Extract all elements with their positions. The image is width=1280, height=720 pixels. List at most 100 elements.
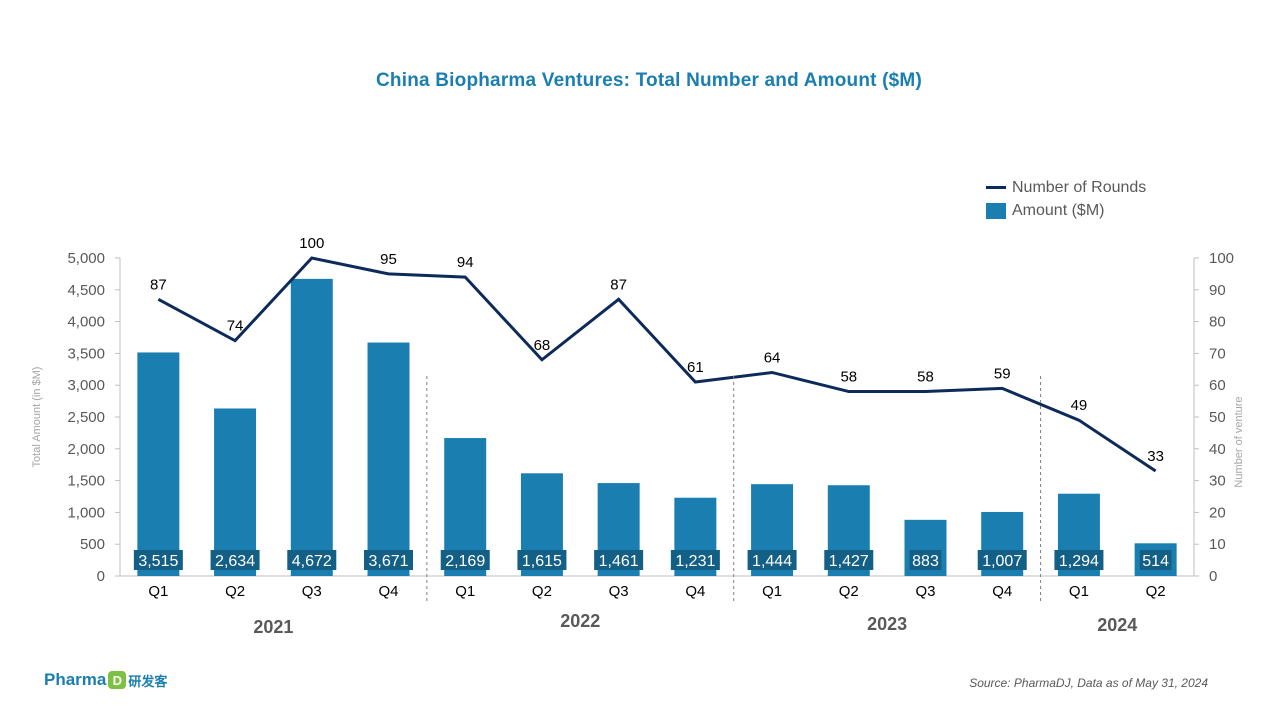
line-value-label: 87 — [150, 276, 167, 293]
line-value-label: 94 — [457, 254, 474, 271]
bar-label-box — [1054, 550, 1104, 570]
legend-bar-swatch — [986, 202, 1006, 219]
brand-logo: Pharma D 研发客 — [44, 670, 167, 690]
bar-value-label: 883 — [912, 553, 939, 570]
y2-tick-label: 60 — [1209, 377, 1226, 394]
line-value-label: 49 — [1071, 397, 1088, 414]
source-note: Source: PharmaDJ, Data as of May 31, 202… — [969, 676, 1208, 690]
year-label: 2022 — [560, 611, 600, 631]
y-axis-title: Total Amount (in $M) — [31, 367, 43, 468]
year-label: 2024 — [1097, 615, 1137, 635]
line-value-label: 87 — [610, 276, 627, 293]
line-value-label: 64 — [764, 349, 781, 366]
bar-label-box — [594, 550, 644, 570]
y2-tick-label: 40 — [1209, 441, 1226, 458]
line-value-label: 61 — [687, 359, 704, 376]
bar-value-label: 1,007 — [982, 553, 1022, 570]
y-tick-label: 1,000 — [67, 504, 105, 521]
x-tick-label: Q4 — [685, 583, 705, 600]
x-tick-label: Q3 — [302, 583, 322, 600]
x-tick-label: Q1 — [455, 583, 475, 600]
legend-label-rounds: Number of Rounds — [1012, 178, 1147, 196]
year-label: 2023 — [867, 614, 907, 634]
x-tick-label: Q1 — [148, 583, 168, 600]
x-tick-label: Q1 — [762, 583, 782, 600]
bar-label-box — [287, 550, 337, 570]
bar-value-label: 1,444 — [752, 553, 792, 570]
bar-label-box — [210, 550, 260, 570]
y-tick-label: 1,500 — [67, 473, 105, 490]
bar-value-label: 1,615 — [522, 553, 562, 570]
line-value-label: 74 — [227, 318, 244, 335]
line-value-label: 33 — [1147, 448, 1164, 465]
bar-label-box — [440, 550, 490, 570]
bar — [367, 342, 410, 576]
y2-tick-label: 0 — [1209, 568, 1217, 585]
legend-line-swatch — [986, 186, 1006, 189]
line-value-label: 100 — [299, 235, 324, 252]
bar-value-label: 3,671 — [368, 553, 408, 570]
y2-tick-label: 50 — [1209, 409, 1226, 426]
bar — [137, 352, 180, 576]
y2-tick-label: 10 — [1209, 536, 1226, 553]
chart-title: China Biopharma Ventures: Total Number a… — [375, 70, 922, 91]
chart-legend: Number of Rounds Amount ($M) — [986, 176, 1146, 222]
y-tick-label: 0 — [97, 568, 105, 585]
x-tick-label: Q2 — [1146, 583, 1166, 600]
x-tick-label: Q4 — [992, 583, 1012, 600]
bar-value-label: 2,169 — [445, 553, 485, 570]
bar-value-label: 4,672 — [292, 553, 332, 570]
y-tick-label: 3,000 — [67, 377, 105, 394]
bar-value-label: 3,515 — [138, 553, 178, 570]
bar-label-box — [133, 550, 183, 570]
bar-value-label: 1,294 — [1059, 553, 1099, 570]
x-tick-label: Q2 — [532, 583, 552, 600]
bar — [214, 408, 257, 576]
brand-name: Pharma — [44, 670, 107, 689]
legend-item-amount: Amount ($M) — [986, 199, 1146, 222]
line-value-label: 95 — [380, 251, 397, 268]
rounds-line — [157, 256, 1157, 473]
bar-label-box — [909, 550, 942, 570]
bar-label-box — [747, 550, 797, 570]
bar-value-label: 2,634 — [215, 553, 255, 570]
y2-tick-label: 70 — [1209, 345, 1226, 362]
year-label: 2021 — [253, 617, 293, 637]
brand-mark: D — [108, 671, 127, 689]
bar-label-box — [1139, 550, 1172, 570]
y2-tick-label: 100 — [1209, 250, 1234, 267]
bar-value-label: 1,427 — [829, 553, 869, 570]
line-value-label: 58 — [840, 369, 857, 386]
legend-label-amount: Amount ($M) — [1012, 201, 1105, 219]
bar-label-box — [824, 550, 874, 570]
bar-value-label: 514 — [1142, 553, 1169, 570]
y2-axis-title: Number of venture — [1233, 396, 1245, 487]
x-tick-label: Q3 — [915, 583, 935, 600]
line-value-label: 68 — [534, 337, 551, 354]
y-tick-label: 3,500 — [67, 345, 105, 362]
bar-value-label: 1,461 — [599, 553, 639, 570]
x-tick-label: Q2 — [839, 583, 859, 600]
bar-label-box — [517, 550, 567, 570]
y2-tick-label: 90 — [1209, 282, 1226, 299]
y-tick-label: 5,000 — [67, 250, 105, 267]
brand-cn: 研发客 — [128, 674, 168, 690]
y-tick-label: 4,000 — [67, 314, 105, 331]
x-tick-label: Q4 — [378, 583, 398, 600]
y-tick-label: 500 — [80, 536, 105, 553]
y-tick-label: 2,000 — [67, 441, 105, 458]
y2-tick-label: 80 — [1209, 314, 1226, 331]
bar-label-box — [364, 550, 413, 570]
line-value-label: 58 — [917, 369, 934, 386]
x-tick-label: Q1 — [1069, 583, 1089, 600]
legend-item-rounds: Number of Rounds — [986, 176, 1146, 199]
bar — [290, 278, 333, 576]
x-tick-label: Q3 — [609, 583, 629, 600]
y-tick-label: 4,500 — [67, 282, 105, 299]
y-tick-label: 2,500 — [67, 409, 105, 426]
bar-label-box — [977, 550, 1027, 570]
bar-value-label: 1,231 — [675, 553, 715, 570]
x-tick-label: Q2 — [225, 583, 245, 600]
bar-label-box — [670, 550, 720, 570]
